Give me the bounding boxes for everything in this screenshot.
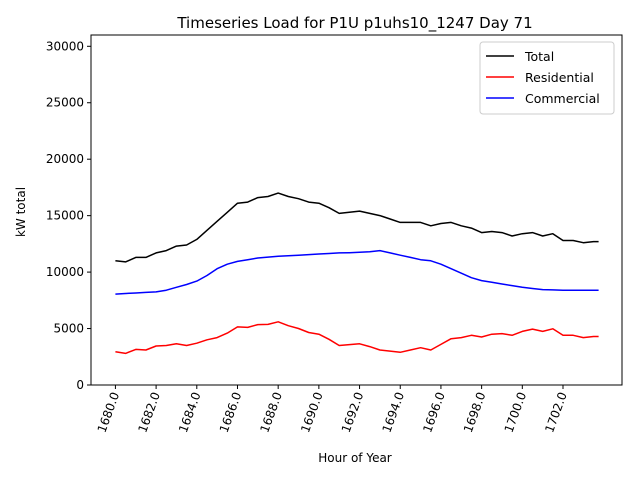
x-tick-label: 1688.0 [257, 390, 285, 434]
legend-label: Total [524, 49, 554, 64]
y-axis-label: kW total [14, 187, 28, 237]
series-line-commercial [115, 249, 599, 295]
x-tick-label: 1694.0 [380, 390, 408, 434]
y-tick-label: 10000 [46, 265, 84, 279]
x-tick-label: 1686.0 [217, 390, 245, 434]
chart-title: Timeseries Load for P1U p1uhs10_1247 Day… [176, 14, 532, 33]
y-tick-label: 5000 [53, 322, 84, 336]
x-tick-label: 1702.0 [542, 390, 570, 434]
x-tick-label: 1684.0 [176, 390, 204, 434]
x-axis-label: Hour of Year [318, 451, 392, 465]
x-tick-label: 1680.0 [95, 390, 123, 434]
y-tick-label: 20000 [46, 152, 84, 166]
y-axis: 0 5000 10000 15000 20000 25000 30000 [46, 39, 91, 392]
series-line-total [115, 192, 599, 263]
y-tick-label: 25000 [46, 96, 84, 110]
y-tick-label: 15000 [46, 209, 84, 223]
series-line-residential [115, 321, 599, 355]
x-axis: 1680.0 1682.0 1684.0 1686.0 1688.0 1690.0 1692… [95, 385, 570, 434]
legend: Total Residential Commercial [479, 41, 615, 115]
y-tick-label: 0 [76, 378, 84, 392]
x-tick-label: 1692.0 [339, 390, 367, 434]
x-tick-label: 1696.0 [420, 390, 448, 434]
series-layer [115, 192, 599, 355]
x-tick-label: 1690.0 [298, 390, 326, 434]
x-tick-label: 1700.0 [502, 390, 530, 434]
y-tick-label: 30000 [46, 39, 84, 53]
legend-box [479, 41, 615, 115]
x-tick-label: 1682.0 [135, 390, 163, 434]
legend-label: Residential [525, 70, 594, 85]
plot-frame [90, 34, 623, 386]
legend-label: Commercial [525, 91, 600, 106]
x-tick-label: 1698.0 [461, 390, 489, 434]
